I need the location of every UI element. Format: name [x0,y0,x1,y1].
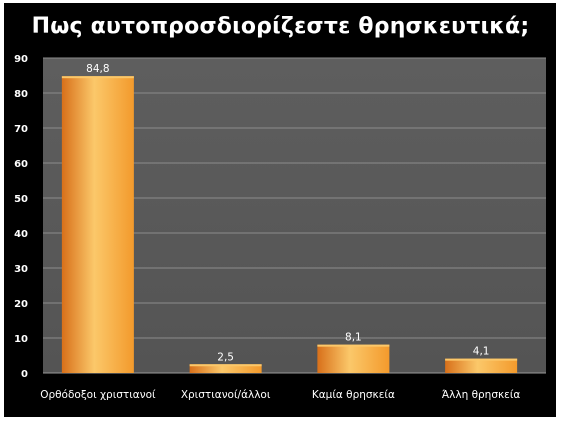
bar [61,76,134,373]
y-tick-label: 90 [14,54,28,65]
bar-top-edge [189,364,262,367]
bar [317,344,390,373]
chart-title: Πως αυτοπροσδιορίζεστε θρησκευτικά; [31,14,530,39]
x-category-label: Άλλη θρησκεία [442,389,521,401]
y-tick-label: 30 [14,264,28,275]
data-label: 8,1 [345,332,362,344]
data-label: 4,1 [473,346,490,358]
data-label: 2,5 [217,351,234,363]
bar-top-edge [61,76,134,79]
bar [445,358,518,373]
bar-top-edge [317,344,390,347]
y-tick-label: 60 [14,159,28,170]
y-tick-label: 70 [14,124,28,135]
y-tick-label: 20 [14,299,28,310]
y-tick-label: 50 [14,194,28,205]
x-category-label: Χριστιανοί/άλλοι [181,389,271,401]
y-tick-label: 0 [21,369,28,380]
x-category-label: Ορθόδοξοι χριστιανοί [40,389,156,401]
bar [189,364,262,373]
y-tick-label: 10 [14,334,28,345]
bar-top-edge [445,358,518,361]
y-tick-label: 40 [14,229,28,240]
data-label: 84,8 [86,63,109,75]
x-category-label: Καμία θρησκεία [312,389,395,401]
y-tick-label: 80 [14,89,28,100]
